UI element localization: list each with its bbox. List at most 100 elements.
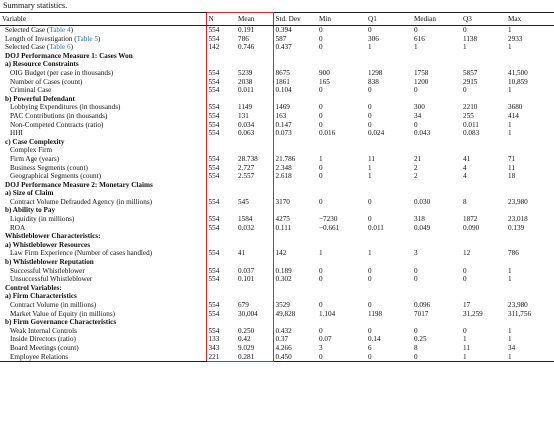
cell-q3: 1872 xyxy=(463,215,478,224)
cell-q1: 838 xyxy=(368,77,379,86)
cell-mean xyxy=(236,206,274,216)
cell-min: 0 xyxy=(319,326,323,335)
table-reference-link[interactable]: Table 4 xyxy=(49,26,71,34)
variable-name: HHI xyxy=(10,129,23,138)
cell-q1: 0 xyxy=(368,120,372,129)
column-header-n: N xyxy=(205,12,236,26)
cell-std-dev xyxy=(273,95,317,104)
cell-std-dev: 2.618 xyxy=(275,172,292,181)
cell-median: 0.043 xyxy=(414,129,431,138)
cell-q1 xyxy=(366,241,412,250)
cell-max: 1 xyxy=(508,120,512,129)
table-row: Number of Cases (count) 554 2038 1861 165 838… xyxy=(0,77,554,87)
cell-median: 616 xyxy=(414,34,425,43)
cell-q1: 0 xyxy=(368,266,372,275)
cell-std-dev xyxy=(273,138,317,147)
section-label: a) Resource Constraints xyxy=(0,60,206,69)
cell-min: 0.016 xyxy=(319,129,336,138)
cell-q3 xyxy=(461,95,506,104)
cell-q3 xyxy=(461,241,506,250)
cell-mean xyxy=(236,60,274,69)
variable-label: Lobbying Expenditures (in thousands) xyxy=(0,103,206,112)
variable-label: Criminal Case xyxy=(0,86,206,95)
section-header-row: a) Resource Constraints xyxy=(0,60,554,69)
column-header-variable: Variable xyxy=(0,12,206,26)
variable-name: Selected Case xyxy=(5,43,46,52)
cell-mean: 0.032 xyxy=(236,223,274,233)
table-row: Selected Case (Table 4) 554 0.191 0.394 0 0 0 0… xyxy=(0,25,554,35)
cell-min: 3 xyxy=(319,343,323,352)
table-row: Lobbying Expenditures (in thousands) 554 1… xyxy=(0,103,554,112)
cell-q3: 1 xyxy=(463,335,467,344)
variable-label: Length of Investigation (Table 5) xyxy=(5,34,101,43)
cell-q1: 1 xyxy=(368,249,372,258)
cell-mean: 2.727 xyxy=(236,163,274,173)
table-row: Inside Directors (ratio) 133 0.42 0.37 0.07 0… xyxy=(0,335,554,344)
cell-median: 0 xyxy=(414,326,418,335)
cell-min xyxy=(317,52,366,61)
cell-mean: 1584 xyxy=(236,215,274,224)
cell-n: 554 xyxy=(205,249,236,259)
cell-min xyxy=(317,146,366,155)
cell-max xyxy=(506,146,554,155)
cell-mean: 28.738 xyxy=(236,154,274,164)
cell-mean xyxy=(236,189,274,198)
table-row: Contract Volume (in millions) 554 679 3529 0… xyxy=(0,301,554,310)
table-row: Criminal Case 554 0.011 0.104 0 0 0 0 1 xyxy=(0,86,554,95)
variable-label: Law Firm Experience (Number of cases han… xyxy=(0,249,206,258)
cell-std-dev: 21.786 xyxy=(275,154,296,163)
section-header-row: Whistleblower Characteristics: xyxy=(0,232,554,241)
cell-n xyxy=(205,206,236,216)
cell-std-dev: 0.111 xyxy=(275,223,292,232)
variable-name: Whistleblower Characteristics: xyxy=(5,232,101,241)
cell-std-dev xyxy=(273,60,317,69)
cell-std-dev: 0.147 xyxy=(275,120,292,129)
cell-q3: 255 xyxy=(463,111,474,120)
cell-std-dev xyxy=(273,318,317,327)
cell-n: 554 xyxy=(205,301,236,310)
cell-median: 1200 xyxy=(414,77,429,86)
variable-name: Weak Internal Controls xyxy=(10,326,77,335)
cell-q3: 0 xyxy=(463,86,467,95)
cell-mean xyxy=(236,51,274,61)
cell-min: 1 xyxy=(319,249,323,258)
section-header-row: Complex Firm xyxy=(0,146,554,155)
cell-std-dev xyxy=(273,284,317,293)
cell-min: 0.07 xyxy=(319,335,332,344)
cell-q3: 0 xyxy=(463,326,467,335)
table-reference-link[interactable]: Table 6 xyxy=(49,43,71,52)
table-row: Liquidity (in millions) 554 1584 4275 −7230 0… xyxy=(0,215,554,224)
variable-name: b) Powerful Defendant xyxy=(5,94,75,103)
table-reference-link[interactable]: Table 5 xyxy=(76,34,98,43)
variable-name: Firm Age (years) xyxy=(10,154,60,163)
cell-std-dev: 163 xyxy=(275,111,287,120)
cell-median: 1758 xyxy=(414,68,429,77)
cell-max: 1 xyxy=(508,26,512,34)
cell-n: 554 xyxy=(205,77,236,87)
cell-q3: 4 xyxy=(463,172,467,181)
cell-max xyxy=(506,318,554,327)
cell-std-dev: 49,828 xyxy=(275,309,296,318)
variable-name: Successful Whistleblower xyxy=(10,266,85,275)
cell-min xyxy=(317,206,366,215)
variable-name: b) Whistleblower Reputation xyxy=(5,258,94,267)
cell-mean: 0.191 xyxy=(236,25,274,35)
cell-q3: 0.011 xyxy=(463,120,479,129)
section-label: a) Firm Characteristics xyxy=(0,292,206,301)
cell-q3 xyxy=(461,138,506,147)
cell-q3: 41 xyxy=(463,154,471,163)
cell-mean: 0.746 xyxy=(236,43,274,52)
variable-label: Weak Internal Controls xyxy=(0,327,206,336)
variable-label: Successful Whistleblower xyxy=(0,267,206,276)
variable-label: Board Meetings (count) xyxy=(0,344,206,353)
cell-q1: 0 xyxy=(368,275,372,284)
cell-median xyxy=(412,138,461,147)
cell-q3: 17 xyxy=(463,301,471,309)
column-header-median: Median xyxy=(412,12,461,26)
variable-name: Length of Investigation xyxy=(5,34,73,43)
cell-n: 343 xyxy=(205,343,236,353)
cell-n: 554 xyxy=(205,120,236,130)
cell-q1 xyxy=(366,95,412,104)
table-row: Successful Whistleblower 554 0.037 0.189 0 0 0… xyxy=(0,266,554,276)
cell-min xyxy=(317,60,366,69)
